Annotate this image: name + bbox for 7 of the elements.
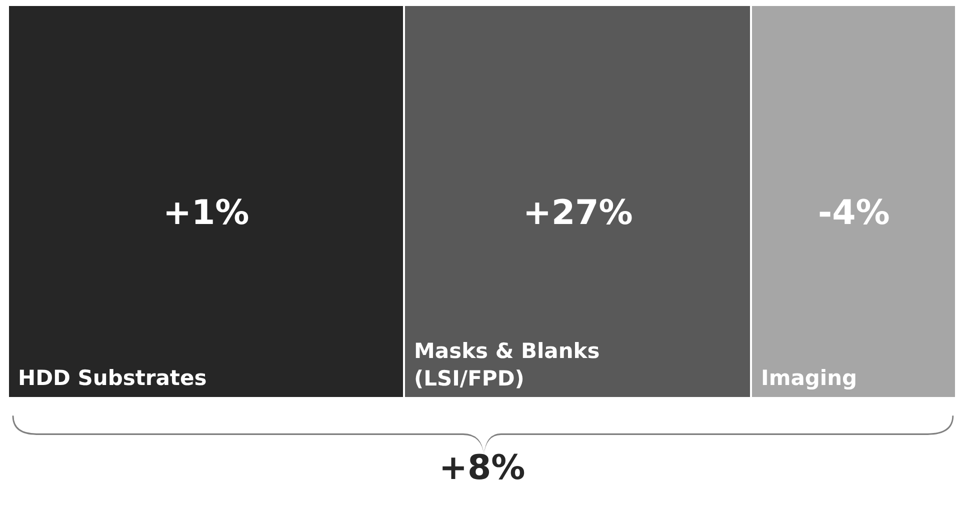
series-label: Imaging	[761, 366, 858, 390]
text: +8%	[439, 448, 526, 488]
annotation: +1%	[163, 193, 250, 233]
annotation: -4%	[818, 193, 890, 233]
annotation: +27%	[523, 193, 633, 233]
series-label: Masks & Blanks (LSI/FPD)	[414, 339, 600, 390]
series-label: HDD Substrates	[18, 366, 207, 390]
